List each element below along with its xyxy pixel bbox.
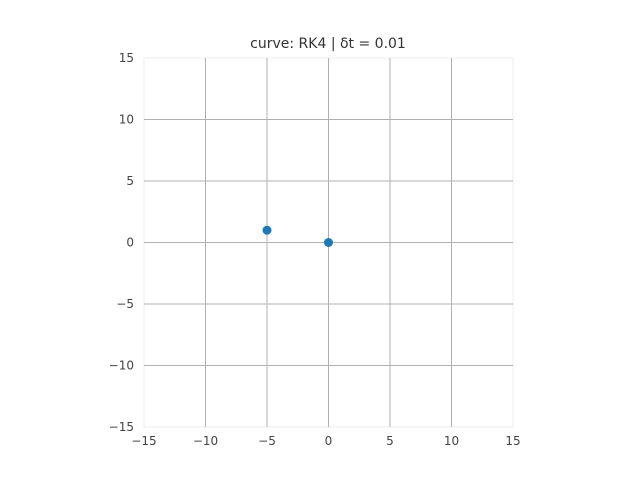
y-tick-label: −5 (116, 297, 134, 311)
y-tick-label: 15 (119, 51, 134, 65)
y-tick-label: −15 (109, 420, 134, 434)
data-points (262, 225, 333, 247)
y-tick-label: 10 (119, 113, 134, 127)
x-tick-label: −15 (131, 434, 156, 448)
x-axis-ticks: −15 −10 −5 0 5 10 15 (131, 434, 520, 448)
x-tick-label: 15 (505, 434, 520, 448)
x-tick-label: −5 (258, 434, 276, 448)
y-axis-ticks: −15 −10 −5 0 5 10 15 (109, 51, 134, 434)
y-tick-label: 5 (126, 174, 134, 188)
y-tick-label: −10 (109, 359, 134, 373)
y-tick-label: 0 (126, 236, 134, 250)
x-tick-label: 5 (386, 434, 394, 448)
data-point (324, 238, 333, 247)
x-tick-label: −10 (193, 434, 218, 448)
x-tick-label: 0 (325, 434, 333, 448)
grid (144, 58, 513, 427)
chart-title: curve: RK4 | δt = 0.01 (250, 36, 406, 52)
x-tick-label: 10 (444, 434, 459, 448)
data-point (262, 225, 272, 235)
